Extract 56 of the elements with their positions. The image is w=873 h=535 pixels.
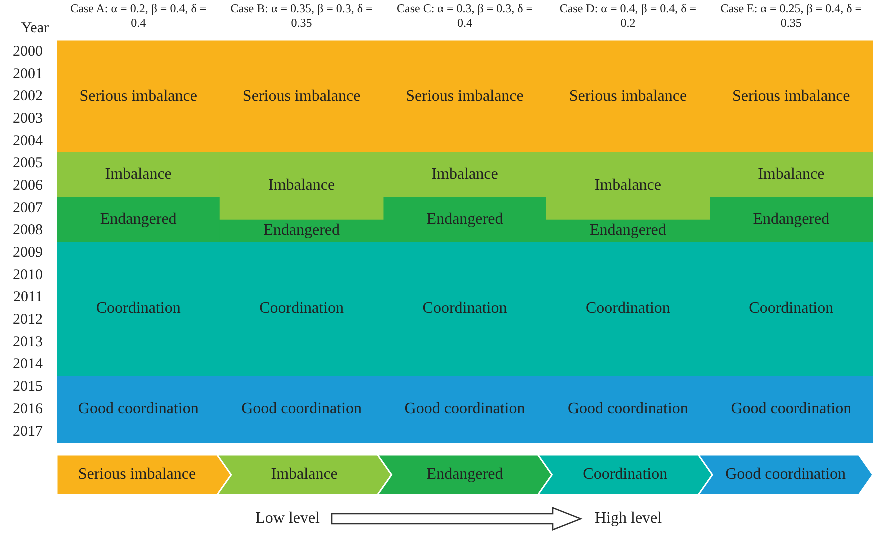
y-tick-label: 2004 [13, 133, 44, 150]
text: Good coordination [404, 400, 526, 418]
text: Coordination [422, 300, 508, 318]
text: High level [595, 510, 663, 528]
band-label: Coordination [96, 300, 181, 318]
text: Good coordination [242, 400, 362, 418]
data-label: Endangered [264, 222, 340, 239]
data-label: Imbalance [594, 177, 662, 194]
band-label: Serious imbalance [80, 88, 198, 105]
text: Coordination [586, 300, 670, 318]
data-label: Imbalance [268, 177, 336, 194]
y-tick-label: 2010 [13, 267, 43, 284]
y-tick-label: 2011 [14, 290, 43, 306]
data-label: Endangered [590, 222, 666, 239]
text: Low level [256, 510, 321, 528]
text: Serious imbalance [242, 88, 361, 105]
x-tick-label: Case C: α = 0.3, β = 0.3, δ = 0.4 [396, 1, 534, 30]
y-tick-label: 2008 [13, 222, 43, 239]
data-label: Endangered [100, 210, 177, 228]
x-tick-label: Case D: α = 0.4, β = 0.4, δ = 0.2 [560, 1, 697, 30]
text: Good coordination [568, 400, 688, 418]
y-tick-label: 2002 [13, 88, 43, 105]
y-tick-label: 2013 [13, 334, 43, 350]
y-tick-label: 2006 [13, 178, 44, 194]
band-label: Good coordination [731, 400, 852, 418]
text: Coordination [583, 466, 668, 484]
y-tick-label: 2000 [13, 44, 43, 60]
text: Serious imbalance [569, 88, 688, 105]
text: Good coordination [726, 466, 846, 484]
data-label: Imbalance [758, 166, 825, 184]
x-tick-label: Case E: α = 0.25, β = 0.4, δ = 0.35 [720, 1, 862, 30]
text: Serious imbalance [732, 88, 850, 105]
x-tick-label: Case B: α = 0.35, β = 0.3, δ = 0.35 [230, 1, 374, 30]
y-tick-label: 2001 [13, 66, 43, 82]
data-label: Imbalance [432, 166, 498, 184]
text: Good coordination [78, 400, 199, 418]
y-tick-label: 2014 [13, 356, 44, 373]
x-tick-label: Case A: α = 0.2, β = 0.4, δ = 0.4 [70, 1, 207, 30]
y-axis-title: Year [21, 20, 49, 37]
y-tick-label: 2015 [13, 379, 43, 396]
y-tick-label: 2017 [13, 424, 44, 440]
y-tick-label: 2009 [13, 245, 43, 262]
text: Coordination [749, 300, 834, 318]
data-label: Endangered [426, 210, 504, 228]
y-tick-label: 2012 [13, 312, 43, 328]
text: Serious imbalance [406, 88, 524, 105]
text: Serious imbalance [78, 466, 196, 484]
y-tick-label: 2005 [13, 156, 43, 172]
y-tick-label: 2003 [13, 110, 43, 127]
y-tick-label: 2016 [13, 401, 44, 418]
data-label: Endangered [753, 210, 830, 228]
text: Imbalance [271, 466, 338, 484]
data-label: Imbalance [105, 166, 172, 184]
text: Endangered [426, 466, 504, 484]
text: Coordination [260, 300, 344, 318]
y-tick-label: 2007 [13, 200, 44, 216]
